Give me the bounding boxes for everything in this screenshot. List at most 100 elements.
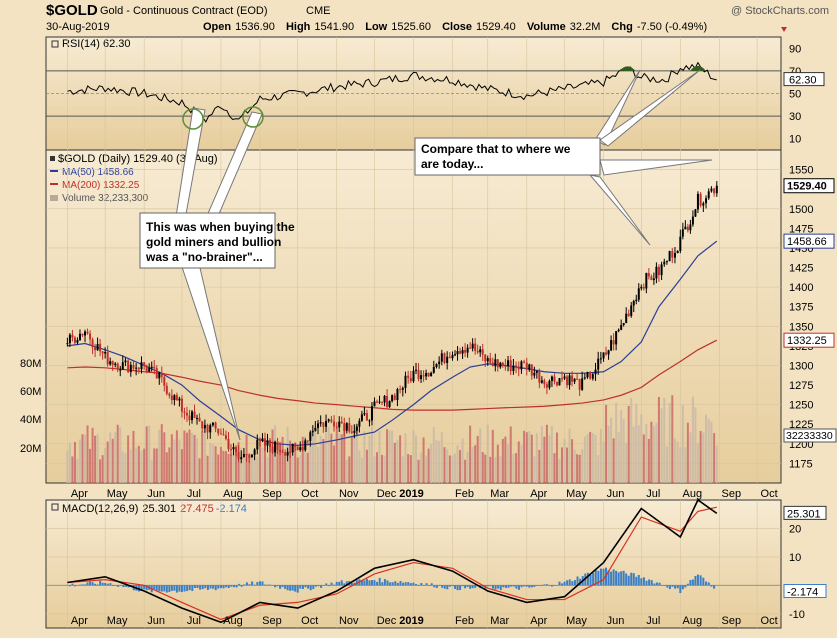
macd-histogram-bar [548, 585, 551, 586]
volume-bar [632, 426, 635, 483]
price-candle-body [657, 266, 660, 276]
macd-histogram-bar [515, 585, 518, 589]
price-candle-body [443, 353, 446, 363]
macd-histogram-bar [707, 582, 710, 586]
volume-bar [671, 395, 674, 483]
price-candle-body [558, 378, 561, 386]
price-candle-body [235, 447, 238, 453]
macd-histogram-bar [225, 585, 228, 588]
price-candle-body [640, 286, 643, 289]
price-candle-body [311, 430, 314, 433]
price-candle-body [383, 396, 386, 403]
price-candle-body [294, 443, 297, 447]
macd-histogram-bar [180, 585, 183, 593]
price-tick-label: 1350 [789, 321, 813, 333]
x-tick-label: Dec [377, 488, 397, 500]
volume-bar [545, 424, 548, 483]
price-candle-body [660, 264, 663, 276]
macd-histogram-bar [99, 580, 102, 586]
price-candle-body [68, 334, 71, 344]
macd-histogram-bar [620, 571, 623, 586]
volume-bar [227, 453, 230, 483]
price-candle-body [106, 351, 109, 365]
price-candle-body [665, 261, 668, 263]
grid-layer [46, 37, 781, 628]
macd-histogram-bar [199, 585, 202, 590]
price-candle-body [256, 439, 259, 450]
price-candle-body [333, 421, 336, 427]
volume-bar [660, 408, 663, 483]
macd-histogram-bar [245, 582, 248, 586]
volume-bar [568, 428, 571, 483]
macd-histogram-bar [381, 582, 384, 586]
price-candle-body [91, 339, 94, 348]
macd-histogram-bar [204, 585, 207, 589]
macd-histogram-bar [227, 585, 230, 589]
price-candle-body [504, 365, 507, 367]
price-candle-body [415, 369, 418, 371]
volume-bar [137, 445, 140, 483]
price-candle-body [319, 422, 322, 424]
volume-bar [489, 456, 492, 483]
macd-histogram-bar [550, 585, 553, 587]
volume-bar [689, 432, 692, 483]
price-candle-body [489, 358, 492, 363]
price-tick-label: 1475 [789, 223, 813, 235]
volume-bar [158, 429, 161, 483]
macd-histogram-bar [674, 585, 677, 589]
volume-bar [652, 426, 655, 483]
callout-pointer [599, 159, 713, 176]
price-candle-body [517, 366, 520, 370]
volume-bar [376, 452, 379, 483]
signal-line [67, 506, 717, 621]
volume-bar [486, 424, 489, 483]
macd-histogram-bar [599, 568, 602, 586]
macd-histogram-bar [114, 585, 117, 586]
volume-bar [657, 397, 660, 483]
x-tick-label: Oct [761, 488, 778, 500]
volume-bar [563, 438, 566, 483]
macd-histogram-bar [451, 585, 454, 587]
volume-bar [201, 431, 204, 483]
price-candle-body [335, 426, 338, 428]
macd-histogram-bar [232, 585, 235, 588]
volume-bar [523, 430, 526, 483]
volume-bar [581, 449, 584, 483]
volume-bar [353, 424, 356, 483]
volume-bar [401, 456, 404, 483]
macd-histogram-bar [230, 585, 233, 587]
volume-bar [99, 459, 102, 483]
price-candle-body [340, 421, 343, 424]
chart-date: 30-Aug-2019 [46, 21, 110, 33]
volume-tick-label: 40M [20, 414, 41, 426]
volume-bar [443, 447, 446, 483]
price-candle-body [158, 372, 161, 379]
macd-histogram-bar [78, 584, 81, 586]
volume-bar [583, 436, 586, 483]
macd-histogram-bar [484, 585, 487, 590]
price-candle-body [358, 420, 361, 427]
macd-histogram-bar [422, 585, 425, 586]
price-candle-body [707, 191, 710, 199]
volume-bar [668, 402, 671, 483]
callout-box [139, 212, 276, 269]
volume-bar [340, 434, 343, 483]
volume-bar [393, 442, 396, 483]
volume-bar [464, 459, 467, 483]
volume-bar [469, 425, 472, 483]
price-candle-body [496, 359, 499, 368]
callout-line-3: was a "no-brainer"... [145, 250, 263, 264]
price-candle-body [178, 398, 181, 401]
macd-histogram-bar [155, 585, 158, 591]
volume-bar [625, 442, 628, 483]
price-last-tag: 1529.40 [783, 178, 835, 194]
macd-histogram-bar [71, 583, 74, 586]
macd-histogram-bar [679, 585, 682, 594]
volume-tick-label: 60M [20, 386, 41, 398]
volume-bar [76, 458, 79, 483]
volume-bar [391, 430, 394, 483]
macd-histogram-bar [76, 585, 79, 586]
rsi-last-value: 62.30 [789, 75, 817, 87]
volume-bar [66, 450, 69, 483]
